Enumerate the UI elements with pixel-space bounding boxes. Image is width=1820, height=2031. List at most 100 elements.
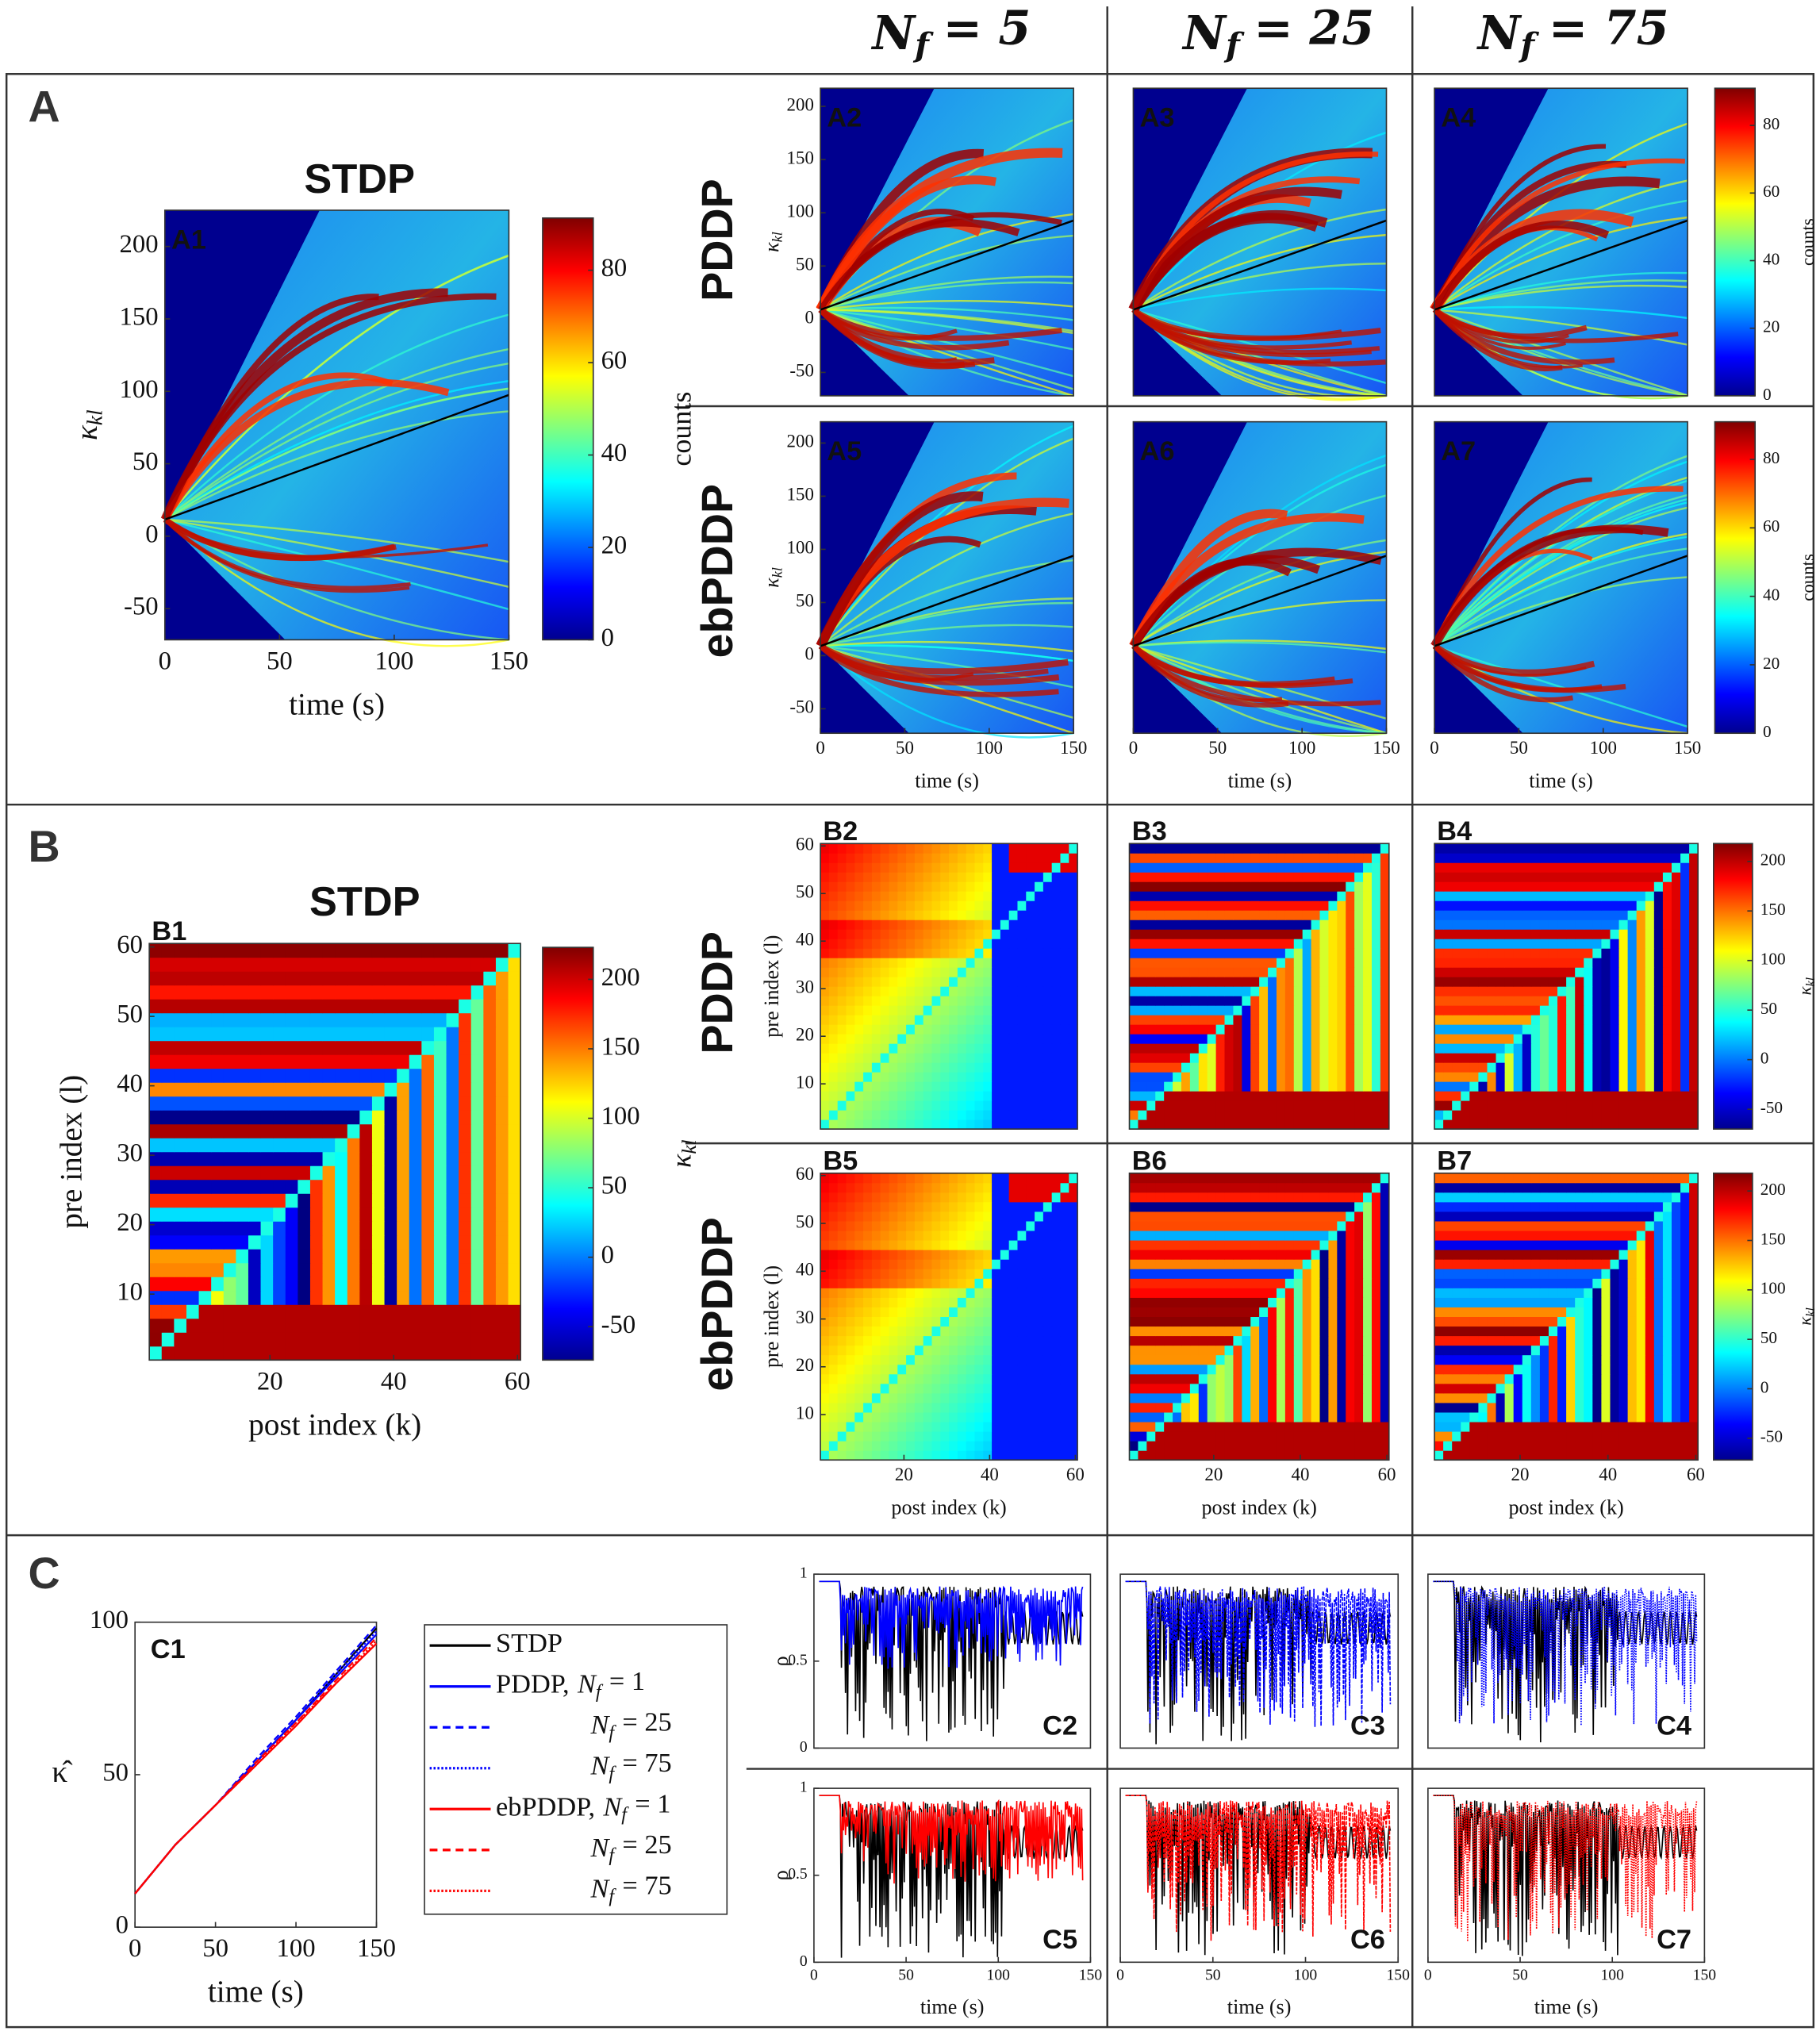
matrix-cell (1628, 939, 1638, 948)
matrix-cell (820, 900, 829, 910)
matrix-cell (966, 1015, 975, 1024)
matrix-cell (1601, 1110, 1611, 1119)
matrix-cell (1575, 967, 1584, 977)
matrix-cell (1259, 1053, 1268, 1062)
matrix-cell (1069, 939, 1077, 948)
matrix-cell (211, 1152, 224, 1166)
matrix-cell (1540, 891, 1549, 900)
matrix-cell (854, 891, 863, 900)
matrix-cell (1478, 900, 1488, 910)
matrix-cell (447, 1165, 459, 1180)
matrix-cell (273, 1193, 286, 1207)
x-tick-label: 100 (1288, 738, 1315, 758)
matrix-cell (1035, 1053, 1043, 1062)
matrix-cell (372, 1138, 385, 1152)
matrix-cell (1689, 881, 1699, 891)
matrix-cell (1052, 1297, 1061, 1307)
matrix-cell (1216, 900, 1225, 910)
matrix-cell (1017, 1288, 1026, 1298)
matrix-cell (923, 1384, 932, 1394)
matrix-cell (286, 1249, 298, 1263)
matrix-cell (1469, 948, 1479, 958)
matrix-cell (1592, 862, 1602, 872)
matrix-cell (224, 1221, 236, 1235)
matrix-cell (923, 1346, 932, 1356)
matrix-cell (1540, 881, 1549, 891)
matrix-cell (1250, 929, 1259, 939)
matrix-cell (1208, 843, 1216, 853)
matrix-cell (236, 1110, 248, 1124)
matrix-cell (1009, 958, 1018, 967)
matrix-cell (1043, 1062, 1052, 1072)
matrix-cell (872, 1231, 881, 1241)
matrix-cell (1208, 1110, 1216, 1119)
matrix-cell (881, 1403, 889, 1413)
matrix-cell (1487, 1034, 1496, 1043)
matrix-cell (1645, 853, 1655, 862)
x-tick-label: 0 (1430, 738, 1438, 758)
matrix-cell (1225, 929, 1234, 939)
matrix-cell (1372, 996, 1380, 1005)
matrix-cell (1628, 1043, 1638, 1053)
matrix-cell (1557, 1024, 1567, 1034)
matrix-cell (1303, 1441, 1311, 1451)
matrix-cell (1487, 977, 1496, 986)
matrix-cell (1009, 1231, 1018, 1241)
matrix-cell (838, 996, 847, 1005)
matrix-cell (1363, 939, 1372, 948)
matrix-cell (863, 1441, 872, 1451)
x-axis-label: time (s) (1529, 769, 1593, 792)
matrix-cell (1452, 1081, 1461, 1091)
matrix-cell (897, 1336, 906, 1346)
matrix-cell (1478, 1062, 1488, 1072)
matrix-cell (1514, 920, 1523, 929)
matrix-cell (983, 1307, 992, 1317)
matrix-cell (236, 1277, 248, 1291)
matrix-cell (931, 1202, 940, 1212)
matrix-cell (872, 1355, 881, 1365)
matrix-cell (983, 1431, 992, 1442)
matrix-cell (1601, 881, 1611, 891)
text-part: f (1518, 25, 1539, 64)
matrix-cell (1672, 1053, 1681, 1062)
matrix-cell (509, 1304, 521, 1319)
matrix-cell (310, 985, 323, 1000)
matrix-cell (1060, 1211, 1069, 1222)
matrix-cell (1592, 920, 1602, 929)
matrix-cell (273, 1027, 286, 1041)
matrix-cell (872, 1297, 881, 1307)
row-label: ebPDDP (693, 1217, 742, 1391)
matrix-cell (940, 977, 949, 986)
x-tick-label: 40 (381, 1367, 407, 1396)
matrix-cell (1557, 1100, 1567, 1110)
matrix-cell (931, 1403, 940, 1413)
matrix-cell (906, 881, 915, 891)
matrix-cell (1628, 1119, 1638, 1129)
column-header: Nf= 25 (1181, 0, 1374, 64)
matrix-cell (974, 1005, 983, 1015)
matrix-cell (1354, 939, 1363, 948)
matrix-cell (1052, 996, 1061, 1005)
matrix-cell (923, 948, 932, 958)
matrix-cell (1478, 1119, 1488, 1129)
matrix-cell (846, 1450, 854, 1461)
matrix-cell (1233, 939, 1242, 948)
matrix-cell (1514, 1072, 1523, 1081)
matrix-cell (854, 1119, 863, 1129)
matrix-cell (829, 1307, 838, 1317)
matrix-cell (1190, 1034, 1199, 1043)
matrix-cell (1130, 910, 1138, 920)
matrix-cell (1531, 967, 1541, 977)
matrix-cell (421, 1152, 434, 1166)
matrix-cell (298, 958, 310, 972)
matrix-cell (949, 1450, 958, 1461)
matrix-cell (1680, 862, 1690, 872)
matrix-cell (261, 1110, 274, 1124)
matrix-cell (854, 1250, 863, 1260)
matrix-cell (186, 1249, 199, 1263)
matrix-cell (211, 1319, 224, 1333)
matrix-cell (820, 929, 829, 939)
matrix-cell (335, 1096, 347, 1111)
matrix-cell (1130, 958, 1138, 967)
matrix-cell (1000, 900, 1009, 910)
